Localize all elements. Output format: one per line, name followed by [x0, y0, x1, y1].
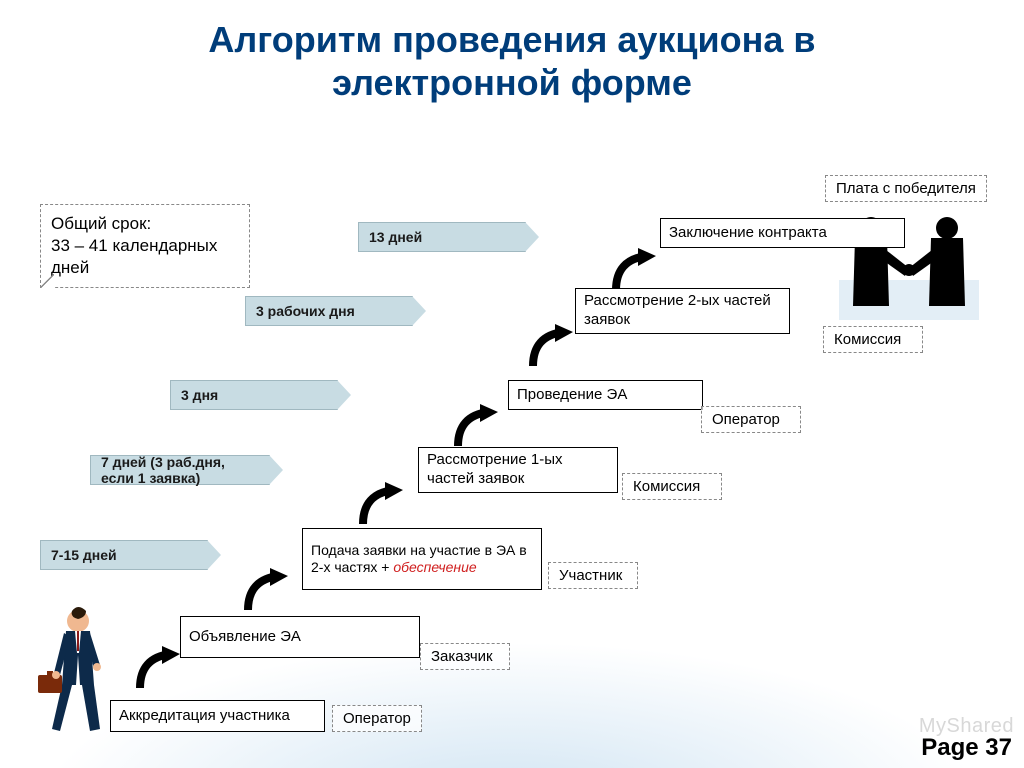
actor-1: Оператор: [332, 705, 422, 732]
step-5: Проведение ЭА: [508, 380, 703, 410]
actor-6: Комиссия: [823, 326, 923, 353]
diagram-stage: Общий срок: 33 – 41 календарных дней 7-1…: [0, 0, 1024, 768]
actor-4: Комиссия: [622, 473, 722, 500]
actor-7: Плата с победителя: [825, 175, 987, 202]
step-3: Подача заявки на участие в ЭА в 2-х част…: [302, 528, 542, 590]
actor-2: Заказчик: [420, 643, 510, 670]
arrow-3: [355, 478, 407, 530]
duration-6: 3 рабочих дня: [245, 296, 413, 326]
arrow-2: [240, 564, 292, 616]
summary-box: Общий срок: 33 – 41 календарных дней: [40, 204, 250, 288]
arrow-4: [450, 400, 502, 452]
duration-4: 7 дней (3 раб.дня, если 1 заявка): [90, 455, 270, 485]
step-3-extra: обеспечение: [393, 559, 476, 575]
duration-7: 13 дней: [358, 222, 526, 252]
step-6: Рассмотрение 2-ых частей заявок: [575, 288, 790, 334]
duration-3: 7-15 дней: [40, 540, 208, 570]
arrow-1: [132, 642, 184, 694]
step-7: Заключение контракта: [660, 218, 905, 248]
step-1: Аккредитация участника: [110, 700, 325, 732]
actor-3: Участник: [548, 562, 638, 589]
duration-5: 3 дня: [170, 380, 338, 410]
actor-5: Оператор: [701, 406, 801, 433]
businessman-icon: [30, 605, 120, 735]
step-2: Объявление ЭА: [180, 616, 420, 658]
step-4: Рассмотрение 1-ых частей заявок: [418, 447, 618, 493]
page-number: Page 37: [921, 734, 1012, 762]
arrow-5: [525, 320, 577, 372]
